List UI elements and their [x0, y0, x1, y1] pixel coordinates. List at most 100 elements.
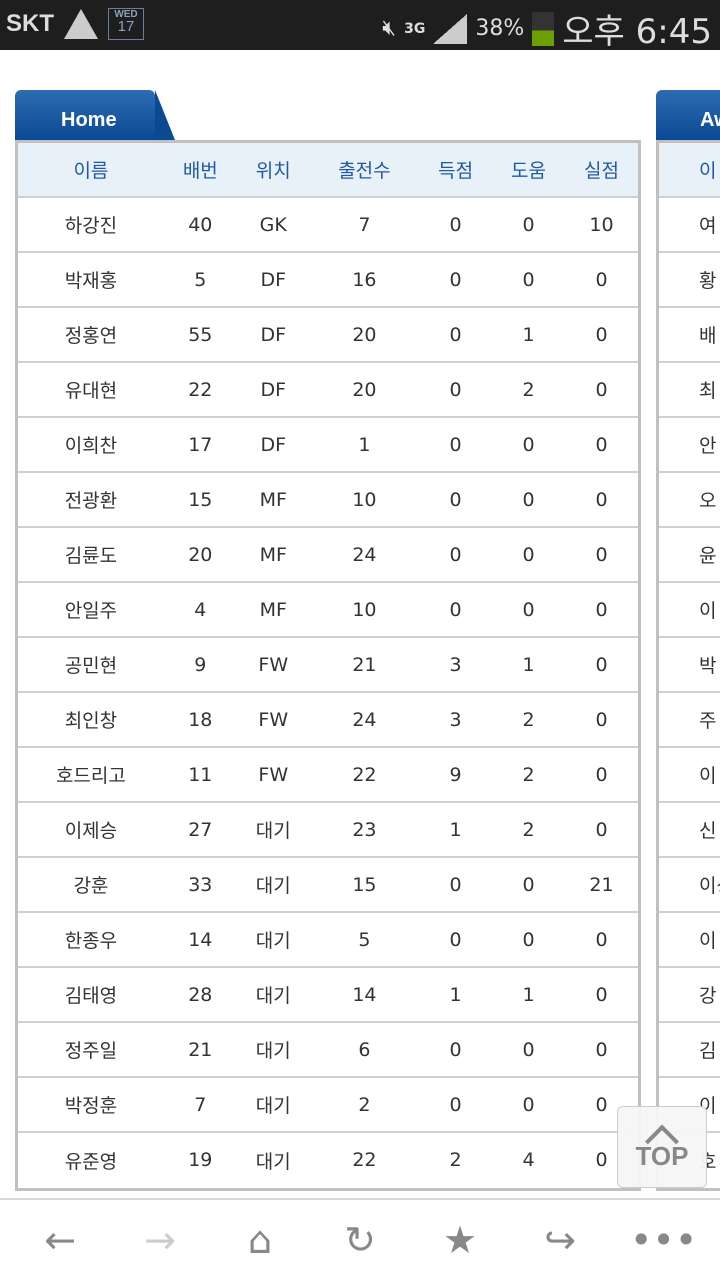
table-row: 최인창 18 FW 24 3 2 0 [18, 691, 638, 747]
table-cell: MF [236, 526, 310, 582]
table-cell: 1 [309, 416, 420, 472]
table-row: 김태영 28 대기 14 1 1 0 [18, 966, 638, 1022]
table-cell: 0 [492, 1076, 565, 1132]
table-cell: 0 [565, 526, 638, 582]
signal-icon [433, 13, 468, 44]
table-cell: 한종우 [18, 911, 164, 967]
share-button[interactable]: ↪ [544, 1218, 576, 1262]
table-cell: 0 [492, 416, 565, 472]
back-button[interactable]: ← [44, 1218, 76, 1262]
home-button[interactable]: ⌂ [247, 1218, 273, 1262]
table-cell: 0 [565, 306, 638, 362]
table-cell: 23 [309, 801, 420, 857]
table-cell: 황 [659, 251, 720, 307]
table-cell: 하강진 [18, 196, 164, 252]
table-row: 한종우 14 대기 5 0 0 0 [18, 911, 638, 967]
table-row: 안일주 4 MF 10 0 0 0 [18, 581, 638, 637]
table-cell: 정홍연 [18, 306, 164, 362]
table-cell: 16 [309, 251, 420, 307]
table-cell: 0 [492, 911, 565, 967]
table-cell: 1 [419, 801, 493, 857]
calendar-day: WED [114, 9, 138, 20]
column-header: 득점 [419, 143, 493, 197]
status-bar: SKT WED 17 🔇︎ 3G 38% 오후 6:45 [0, 0, 720, 52]
column-header: 실점 [565, 143, 638, 197]
table-cell: 0 [419, 856, 493, 912]
table-cell: 17 [163, 416, 237, 472]
table-cell: 5 [163, 251, 237, 307]
table-cell: 0 [565, 911, 638, 967]
away-player-table: 이여황배최안오윤이박주이신이상이강김이호 [656, 140, 720, 1191]
table-row: 여 [659, 196, 720, 252]
home-player-table: 이름 배번 위치 출전수 득점 도움 실점 하강진 40 GK 7 0 0 10 박재홍 5 DF 16 0 0 0 정홍… [15, 140, 641, 1191]
table-cell: 5 [309, 911, 420, 967]
scroll-top-button[interactable]: TOP [617, 1106, 707, 1188]
table-row: 강 [659, 966, 720, 1022]
bookmark-button[interactable]: ★ [442, 1218, 478, 1262]
table-cell: 0 [492, 856, 565, 912]
table-cell: 정주일 [18, 1021, 164, 1077]
table-cell: 28 [163, 966, 237, 1022]
table-cell: 김 [659, 1021, 720, 1077]
forward-button[interactable]: → [144, 1218, 176, 1262]
home-tab[interactable]: Home [15, 90, 175, 140]
table-cell: 공민현 [18, 636, 164, 692]
table-cell: DF [236, 251, 310, 307]
table-cell: 0 [565, 251, 638, 307]
table-cell: MF [236, 581, 310, 637]
more-button[interactable]: ••• [630, 1218, 698, 1262]
table-cell: 이 [659, 911, 720, 967]
table-cell: 22 [309, 1131, 420, 1187]
table-cell: 여 [659, 196, 720, 252]
away-tab[interactable]: Aw [656, 90, 720, 140]
table-cell: 0 [565, 801, 638, 857]
calendar-date: 17 [117, 18, 135, 35]
table-cell: 대기 [236, 1076, 310, 1132]
table-row: 정홍연 55 DF 20 0 1 0 [18, 306, 638, 362]
table-cell: 15 [163, 471, 237, 527]
table-row: 이 [659, 746, 720, 802]
table-cell: 0 [419, 1021, 493, 1077]
table-row: 이희찬 17 DF 1 0 0 0 [18, 416, 638, 472]
column-header: 출전수 [309, 143, 420, 197]
table-cell: 0 [492, 1021, 565, 1077]
column-header: 이름 [18, 143, 164, 197]
table-cell: 최인창 [18, 691, 164, 747]
table-cell: 3 [419, 691, 493, 747]
table-cell: 33 [163, 856, 237, 912]
reload-button[interactable]: ↻ [344, 1218, 376, 1262]
browser-toolbar: ← → ⌂ ↻ ★ ↪ ••• [0, 1198, 720, 1280]
table-cell: 배 [659, 306, 720, 362]
table-cell: 2 [492, 746, 565, 802]
table-cell: 21 [163, 1021, 237, 1077]
table-cell: 1 [492, 966, 565, 1022]
table-row: 오 [659, 471, 720, 527]
table-row: 전광환 15 MF 10 0 0 0 [18, 471, 638, 527]
table-cell: 0 [419, 526, 493, 582]
table-cell: 24 [309, 691, 420, 747]
table-row: 공민현 9 FW 21 3 1 0 [18, 636, 638, 692]
table-cell: 18 [163, 691, 237, 747]
table-row: 유대현 22 DF 20 0 2 0 [18, 361, 638, 417]
table-cell: 0 [565, 746, 638, 802]
table-cell: 15 [309, 856, 420, 912]
table-cell: 27 [163, 801, 237, 857]
table-cell: 0 [419, 306, 493, 362]
table-cell: 유준영 [18, 1131, 164, 1187]
table-cell: 0 [492, 471, 565, 527]
carrier-label: SKT [6, 10, 54, 37]
table-row: 안 [659, 416, 720, 472]
column-header: 위치 [236, 143, 310, 197]
table-cell: 21 [309, 636, 420, 692]
table-cell: 0 [419, 581, 493, 637]
table-cell: 2 [492, 361, 565, 417]
table-cell: 10 [309, 581, 420, 637]
table-cell: 대기 [236, 1131, 310, 1187]
table-cell: 김륜도 [18, 526, 164, 582]
table-cell: 0 [492, 526, 565, 582]
table-cell: 강훈 [18, 856, 164, 912]
table-cell: 20 [163, 526, 237, 582]
table-row: 이 [659, 581, 720, 637]
column-header: 도움 [492, 143, 565, 197]
table-cell: 안일주 [18, 581, 164, 637]
